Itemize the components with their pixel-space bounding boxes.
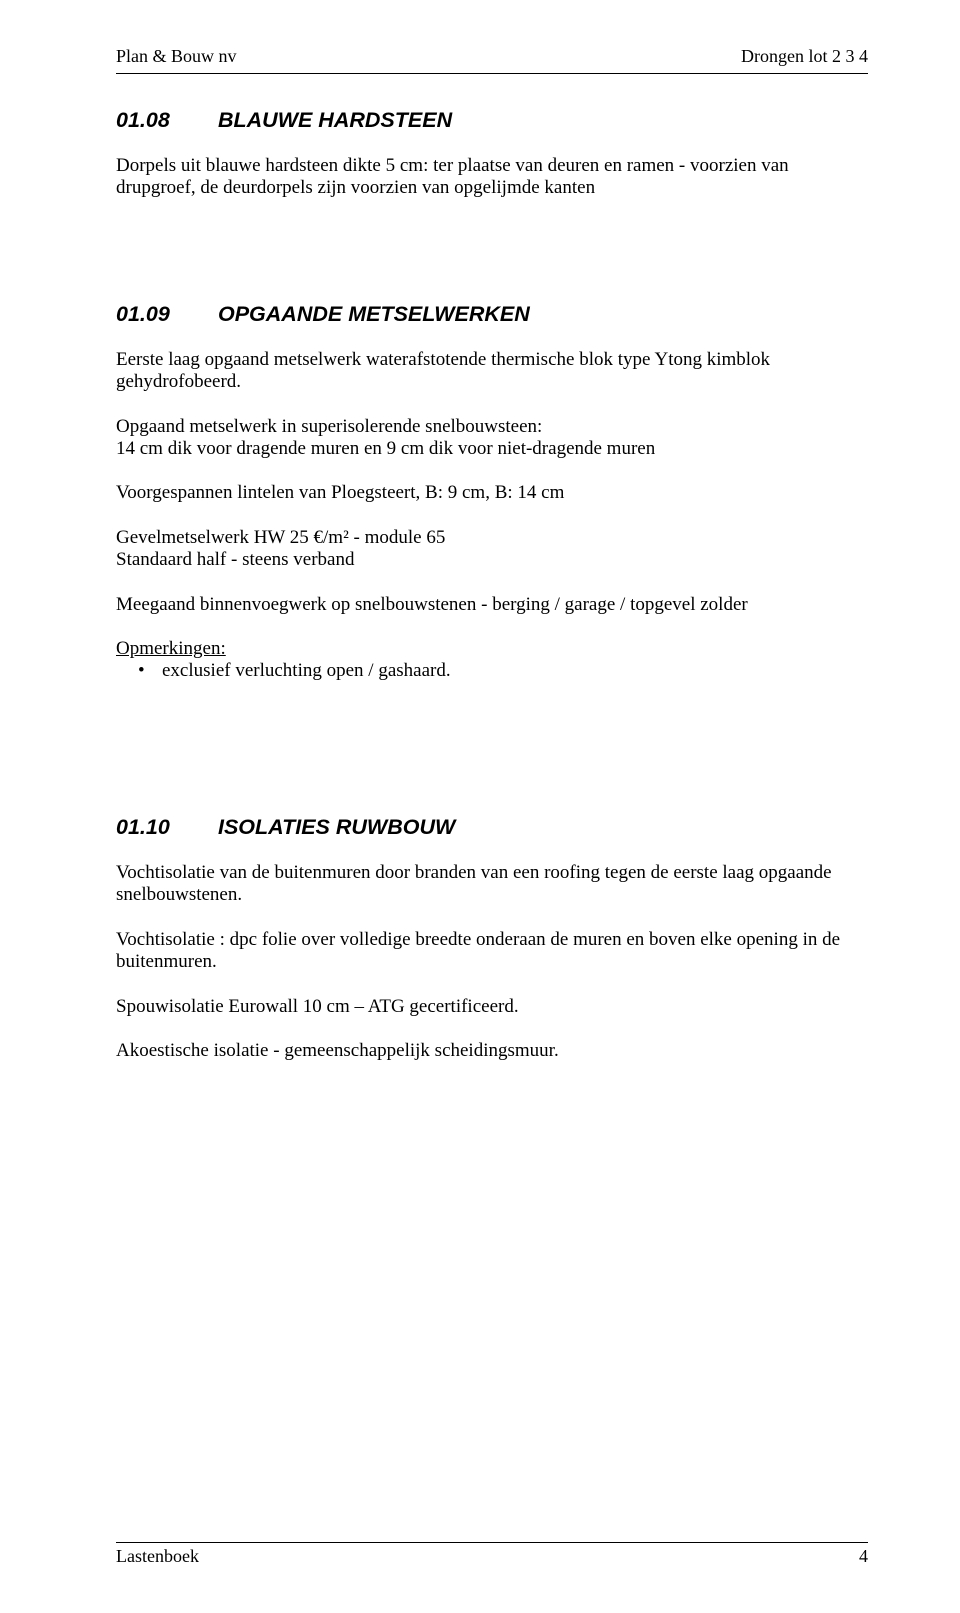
section-heading-01-08: 01.08 BLAUWE HARDSTEEN [116, 108, 868, 133]
body-paragraph: Standaard half - steens verband [116, 549, 868, 571]
body-paragraph: Akoestische isolatie - gemeenschappelijk… [116, 1040, 868, 1062]
page-header: Plan & Bouw nv Drongen lot 2 3 4 [116, 46, 868, 67]
spacer [116, 757, 868, 787]
section-heading-01-09: 01.09 OPGAANDE METSELWERKEN [116, 302, 868, 327]
footer-left: Lastenboek [116, 1546, 199, 1567]
list-item: exclusief verluchting open / gashaard. [116, 660, 868, 682]
page-footer: Lastenboek 4 [116, 1542, 868, 1567]
spacer [116, 222, 868, 274]
body-paragraph: Eerste laag opgaand metselwerk waterafst… [116, 349, 868, 394]
body-paragraph: Gevelmetselwerk HW 25 €/m² - module 65 [116, 527, 868, 549]
header-left: Plan & Bouw nv [116, 46, 237, 67]
spacer [116, 705, 868, 757]
remarks-label: Opmerkingen: [116, 638, 868, 660]
section-heading-01-10: 01.10 ISOLATIES RUWBOUW [116, 815, 868, 840]
section-number: 01.10 [116, 815, 212, 840]
header-rule [116, 73, 868, 74]
body-paragraph: 14 cm dik voor dragende muren en 9 cm di… [116, 438, 868, 460]
remarks-list: exclusief verluchting open / gashaard. [116, 660, 868, 682]
header-right: Drongen lot 2 3 4 [741, 46, 868, 67]
section-title: BLAUWE HARDSTEEN [218, 108, 452, 132]
section-number: 01.08 [116, 108, 212, 133]
section-number: 01.09 [116, 302, 212, 327]
body-paragraph: Vochtisolatie : dpc folie over volledige… [116, 929, 868, 974]
section-title: ISOLATIES RUWBOUW [218, 815, 455, 839]
body-paragraph: Spouwisolatie Eurowall 10 cm – ATG gecer… [116, 996, 868, 1018]
body-paragraph: Dorpels uit blauwe hardsteen dikte 5 cm:… [116, 155, 868, 200]
section-title: OPGAANDE METSELWERKEN [218, 302, 530, 326]
body-paragraph: Vochtisolatie van de buitenmuren door br… [116, 862, 868, 907]
body-paragraph: Meegaand binnenvoegwerk op snelbouwstene… [116, 594, 868, 616]
footer-page-number: 4 [859, 1546, 868, 1567]
footer-row: Lastenboek 4 [116, 1546, 868, 1567]
body-paragraph: Opgaand metselwerk in superisolerende sn… [116, 416, 868, 438]
footer-rule [116, 1542, 868, 1543]
body-paragraph: Voorgespannen lintelen van Ploegsteert, … [116, 482, 868, 504]
